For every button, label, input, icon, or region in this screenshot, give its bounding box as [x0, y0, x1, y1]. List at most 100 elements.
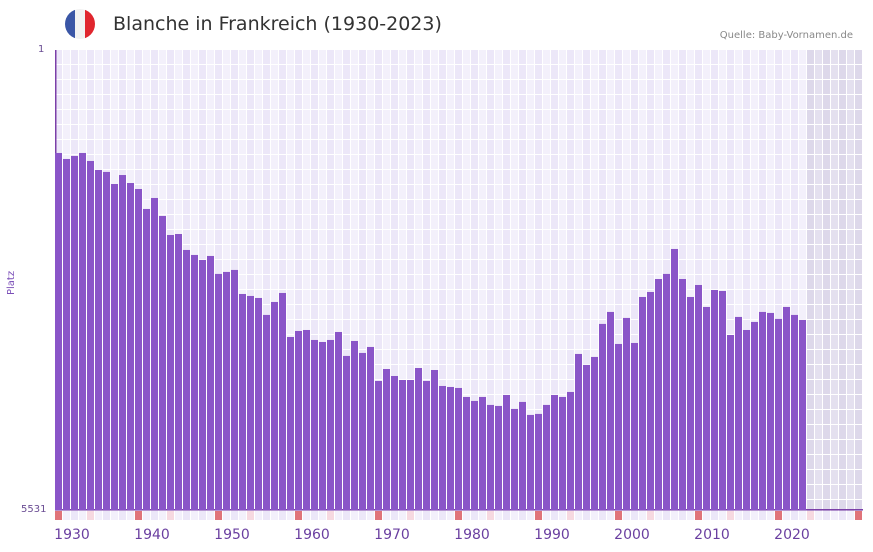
bar-1932[interactable]: [71, 155, 78, 511]
bar-2019[interactable]: [767, 312, 774, 510]
bar-1958[interactable]: [279, 292, 286, 510]
bar-1956[interactable]: [263, 314, 270, 510]
bar-2021[interactable]: [783, 306, 790, 510]
bar-1941[interactable]: [143, 208, 150, 510]
bar-1968[interactable]: [359, 352, 366, 510]
bar-1966[interactable]: [343, 355, 350, 510]
bar-1981[interactable]: [463, 396, 470, 510]
bar-1990[interactable]: [535, 413, 542, 510]
bar-2002[interactable]: [631, 342, 638, 510]
bar-1936[interactable]: [103, 171, 110, 510]
bar-1993[interactable]: [559, 396, 566, 510]
bar-2006[interactable]: [663, 273, 670, 510]
bar-1959[interactable]: [287, 336, 294, 510]
bar-1950[interactable]: [215, 273, 222, 510]
bar-1978[interactable]: [439, 385, 446, 510]
bar-1934[interactable]: [87, 160, 94, 510]
bar-2016[interactable]: [743, 329, 750, 510]
bar-2003[interactable]: [639, 296, 646, 510]
bar-1977[interactable]: [431, 370, 438, 510]
bar-1943[interactable]: [159, 215, 166, 510]
bar-1980[interactable]: [455, 387, 462, 510]
bar-1948[interactable]: [199, 259, 206, 510]
bar-1976[interactable]: [423, 380, 430, 510]
bar-1994[interactable]: [567, 391, 574, 510]
bar-2010[interactable]: [695, 284, 702, 510]
bar-1985[interactable]: [495, 405, 502, 510]
bar-1963[interactable]: [319, 341, 326, 510]
bar-1997[interactable]: [591, 356, 598, 510]
bar-1989[interactable]: [527, 414, 534, 510]
bar-2018[interactable]: [759, 311, 766, 510]
bar-2004[interactable]: [647, 291, 654, 510]
bar-1947[interactable]: [191, 254, 198, 510]
bar-1942[interactable]: [151, 197, 158, 510]
bar-1979[interactable]: [447, 386, 454, 510]
bar-1946[interactable]: [183, 249, 190, 510]
bar-1954[interactable]: [247, 295, 254, 510]
bar-1930[interactable]: [55, 152, 62, 510]
bar-2023[interactable]: [799, 319, 806, 510]
bar-1960[interactable]: [295, 330, 302, 510]
bar-1973[interactable]: [399, 379, 406, 510]
bar-1983[interactable]: [479, 396, 486, 510]
bar-1933[interactable]: [79, 152, 86, 510]
bar-1955[interactable]: [255, 297, 262, 510]
bar-1992[interactable]: [551, 394, 558, 510]
bar-1984[interactable]: [487, 404, 494, 510]
bar-1988[interactable]: [519, 401, 526, 510]
bar-1970[interactable]: [375, 380, 382, 510]
source-link[interactable]: Quelle: Baby-Vornamen.de: [719, 30, 853, 41]
bar-1951[interactable]: [223, 271, 230, 510]
bar-1953[interactable]: [239, 293, 246, 510]
bar-1964[interactable]: [327, 339, 334, 510]
bar-2013[interactable]: [719, 290, 726, 510]
x-tick-1980: 1980: [454, 527, 490, 543]
bar-1949[interactable]: [207, 255, 214, 510]
bar-2005[interactable]: [655, 279, 662, 510]
bar-2017[interactable]: [751, 321, 758, 510]
bar-1972[interactable]: [391, 375, 398, 510]
bar-1937[interactable]: [111, 184, 118, 510]
bar-2015[interactable]: [735, 316, 742, 510]
bar-1998[interactable]: [599, 323, 606, 510]
bar-1938[interactable]: [119, 175, 126, 510]
bar-2012[interactable]: [711, 289, 718, 510]
france-flag-icon: [65, 9, 95, 39]
x-tick-1960: 1960: [294, 527, 330, 543]
bar-1996[interactable]: [583, 364, 590, 510]
bar-1931[interactable]: [63, 158, 70, 510]
bar-1965[interactable]: [335, 331, 342, 510]
bar-1967[interactable]: [351, 340, 358, 510]
bar-2020[interactable]: [775, 318, 782, 510]
bar-1995[interactable]: [575, 353, 582, 510]
bar-1999[interactable]: [607, 311, 614, 510]
bar-1975[interactable]: [415, 368, 422, 510]
bar-2014[interactable]: [727, 334, 734, 510]
bar-1974[interactable]: [407, 379, 414, 510]
bar-2001[interactable]: [623, 317, 630, 510]
bar-1952[interactable]: [231, 269, 238, 510]
bar-2007[interactable]: [671, 248, 678, 510]
bar-1969[interactable]: [367, 346, 374, 510]
bar-1945[interactable]: [175, 234, 182, 510]
bar-2000[interactable]: [615, 343, 622, 510]
bar-1957[interactable]: [271, 301, 278, 510]
bar-2011[interactable]: [703, 306, 710, 510]
bar-1944[interactable]: [167, 234, 174, 511]
bar-1935[interactable]: [95, 169, 102, 510]
bar-1940[interactable]: [135, 188, 142, 511]
bar-1991[interactable]: [543, 404, 550, 510]
bar-1939[interactable]: [127, 183, 134, 511]
bar-1962[interactable]: [311, 339, 318, 510]
bar-1961[interactable]: [303, 329, 310, 510]
bar-1971[interactable]: [383, 369, 390, 510]
bar-2008[interactable]: [679, 279, 686, 510]
bar-2022[interactable]: [791, 314, 798, 510]
bar-1982[interactable]: [471, 400, 478, 510]
bar-1986[interactable]: [503, 394, 510, 510]
bar-2009[interactable]: [687, 296, 694, 510]
y-axis-title: Platz: [6, 270, 17, 295]
bar-1987[interactable]: [511, 408, 518, 510]
year-markers: [55, 511, 862, 520]
